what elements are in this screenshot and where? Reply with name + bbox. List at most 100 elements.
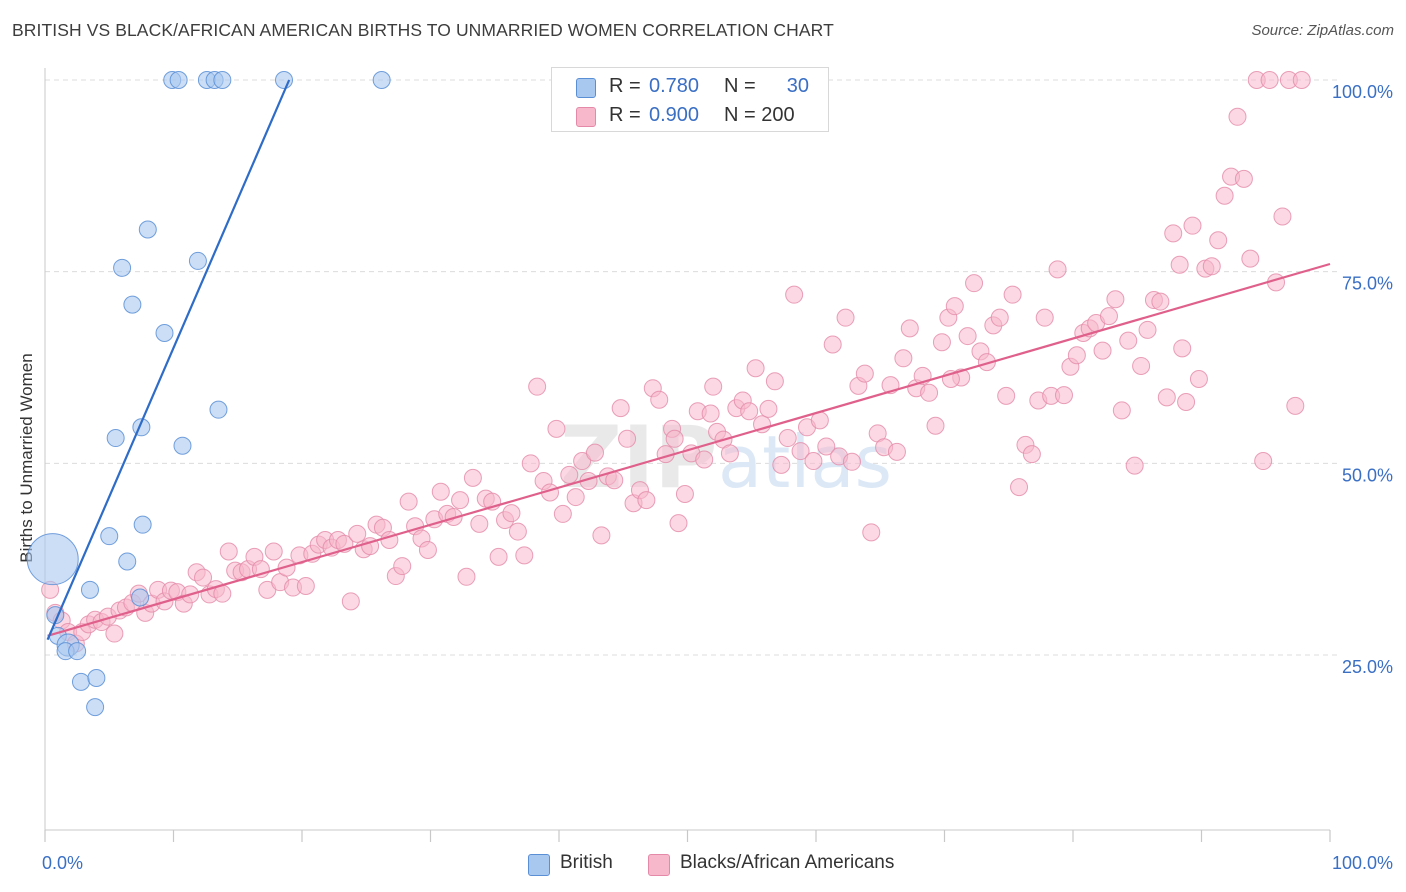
point-black: [1022, 445, 1041, 464]
point-black: [1170, 255, 1189, 274]
point-british: [138, 220, 157, 239]
point-british: [113, 258, 132, 277]
point-black: [894, 349, 913, 368]
point-black: [457, 567, 476, 586]
point-black: [502, 504, 521, 523]
point-black: [470, 514, 489, 533]
point-british: [131, 588, 150, 607]
point-black: [611, 399, 630, 418]
point-black: [1010, 478, 1029, 497]
point-black: [1132, 356, 1151, 375]
point-black: [560, 465, 579, 484]
point-black: [1234, 169, 1253, 188]
point-black: [759, 399, 778, 418]
legend-r-value: 0.780: [649, 75, 700, 97]
point-black: [566, 488, 585, 507]
correlation-legend: R = 0.780 N = 30 R = 0.900 N = 200: [551, 67, 829, 132]
point-black: [515, 546, 534, 565]
point-british: [372, 71, 391, 89]
point-black: [997, 386, 1016, 405]
point-black: [296, 577, 315, 595]
point-black: [862, 523, 881, 542]
point-british: [188, 251, 207, 270]
point-black: [665, 429, 684, 448]
point-black: [1286, 396, 1305, 415]
point-british: [106, 429, 125, 448]
trend-line-british: [46, 79, 291, 641]
point-black: [669, 514, 688, 533]
point-british: [68, 642, 87, 661]
point-black: [1173, 339, 1192, 358]
point-black: [791, 442, 810, 461]
source-label: Source: ZipAtlas.com: [1251, 22, 1394, 39]
point-black: [1003, 285, 1022, 304]
point-black: [1035, 308, 1054, 327]
point-british: [213, 71, 232, 89]
point-black: [553, 504, 572, 523]
point-black: [573, 452, 592, 471]
point-black: [431, 482, 450, 501]
point-black: [521, 454, 540, 473]
point-black: [1260, 71, 1279, 89]
point-black: [650, 390, 669, 409]
x-tick-label: 100.0%: [1332, 853, 1393, 873]
point-black: [399, 492, 418, 511]
point-british: [209, 400, 228, 419]
point-british: [26, 533, 79, 586]
point-black: [1093, 341, 1112, 360]
point-black: [264, 542, 283, 561]
point-black: [887, 442, 906, 461]
series-black-points: [41, 71, 1311, 653]
point-black: [489, 547, 508, 566]
point-black: [618, 429, 637, 448]
legend-r-label: R =: [609, 75, 641, 97]
point-black: [945, 297, 964, 316]
point-black: [1189, 370, 1208, 388]
point-british: [86, 698, 105, 717]
point-black: [547, 419, 566, 438]
legend-n-label: N =: [724, 75, 756, 97]
axes: [44, 68, 1331, 842]
point-british: [80, 580, 99, 599]
legend-swatch-black: [576, 107, 596, 127]
point-british: [100, 527, 119, 546]
point-black: [990, 308, 1009, 327]
point-british: [71, 672, 90, 691]
point-black: [194, 568, 213, 587]
trend-line-black: [47, 262, 1331, 637]
point-black: [926, 416, 945, 435]
point-black: [765, 372, 784, 391]
legend-label-black: Blacks/African Americans: [680, 852, 895, 873]
legend-row-black: R = 0.900 N = 200: [552, 101, 828, 131]
point-black: [1164, 224, 1183, 243]
point-black: [746, 359, 765, 378]
point-black: [1112, 401, 1131, 420]
point-black: [778, 429, 797, 448]
point-british: [133, 515, 152, 534]
point-black: [932, 333, 951, 352]
y-tick-label: 100.0%: [1332, 82, 1393, 102]
legend-swatch-british: [528, 854, 550, 876]
point-black: [341, 592, 360, 611]
point-british: [275, 71, 294, 89]
point-black: [920, 383, 939, 402]
legend-n-value: 30: [786, 75, 809, 97]
point-black: [836, 308, 855, 327]
point-black: [585, 443, 604, 462]
point-british: [123, 295, 142, 314]
y-tick-label: 75.0%: [1342, 274, 1393, 294]
point-british: [155, 324, 174, 342]
point-black: [1067, 346, 1086, 365]
point-black: [1177, 393, 1196, 411]
point-black: [592, 526, 611, 545]
point-black: [842, 452, 861, 471]
point-black: [804, 452, 823, 471]
point-black: [817, 437, 836, 456]
trend-lines: [46, 79, 1331, 641]
point-black: [528, 377, 547, 396]
point-black: [418, 540, 437, 559]
point-black: [1125, 456, 1144, 475]
point-black: [1099, 307, 1118, 326]
point-black: [1241, 249, 1260, 268]
